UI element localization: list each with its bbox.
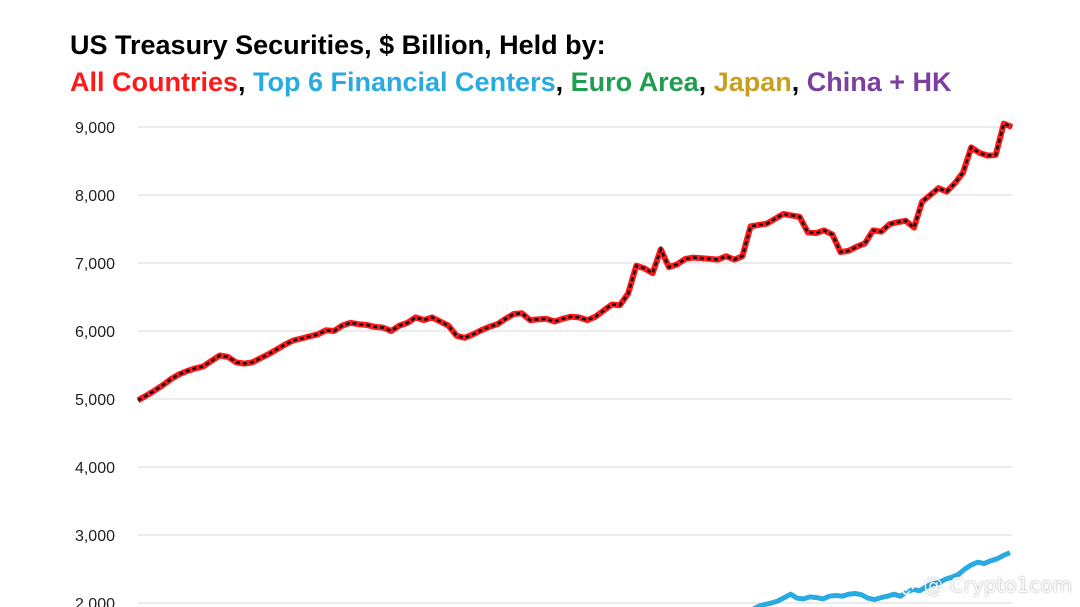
legend-china-hk: China + HK (806, 67, 952, 97)
watermark-text: @ Crypto1com (923, 572, 1072, 597)
y-tick-label: 6,000 (75, 324, 115, 341)
y-tick-label: 7,000 (75, 256, 115, 273)
y-tick-label: 8,000 (75, 188, 115, 205)
series-top-6-financial-centers-line (751, 550, 1011, 607)
y-tick-label: 3,000 (75, 528, 115, 545)
watermark: @ Crypto1com (895, 573, 1072, 598)
legend-all-countries: All Countries (70, 67, 239, 97)
legend-separator: , (238, 67, 254, 97)
series-all-countries-dash-overlay (137, 121, 1013, 402)
legend-japan: Japan (713, 67, 792, 97)
series-all-countries-line (136, 120, 1014, 403)
legend-separator: , (791, 67, 807, 97)
y-tick-label: 4,000 (75, 460, 115, 477)
legend-euro-area: Euro Area (570, 67, 699, 97)
y-tick-label: 2,000 (75, 596, 115, 607)
legend-separator: , (698, 67, 714, 97)
y-tick-label: 5,000 (75, 392, 115, 409)
legend: All Countries, Top 6 Financial Centers, … (70, 62, 952, 102)
y-tick-label: 9,000 (75, 120, 115, 137)
legend-separator: , (555, 67, 571, 97)
legend-top-6-financial-centers: Top 6 Financial Centers (253, 67, 556, 97)
chart-header: US Treasury Securities, $ Billion, Held … (70, 28, 952, 102)
chart-title: US Treasury Securities, $ Billion, Held … (70, 30, 606, 60)
binance-logo-icon (896, 576, 916, 596)
